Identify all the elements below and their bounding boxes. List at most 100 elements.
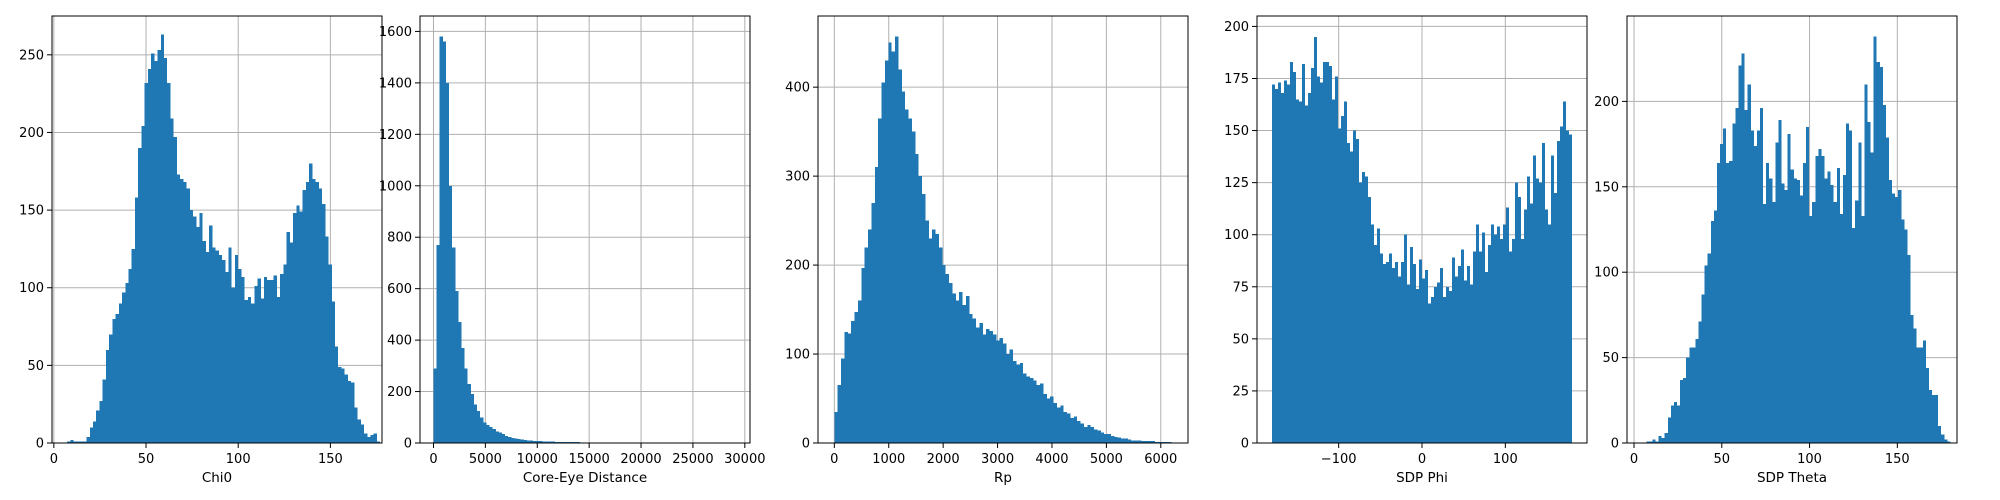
histogram-bar xyxy=(112,318,116,443)
histogram-bar xyxy=(99,401,103,443)
plot-frame-sdp-theta xyxy=(1626,15,1958,444)
histogram-bar xyxy=(1858,142,1862,443)
histogram-bar xyxy=(517,439,521,443)
histogram-bar xyxy=(1824,178,1828,443)
histogram-bar xyxy=(1673,402,1678,443)
histogram-bar xyxy=(125,283,129,443)
histogram-bar xyxy=(1455,276,1458,443)
histogram-bar xyxy=(868,229,872,443)
histogram-bar xyxy=(1941,434,1945,443)
histogram-bar xyxy=(1338,128,1341,444)
x-tick-label: 100 xyxy=(1493,452,1518,467)
histogram-bar xyxy=(1518,197,1521,443)
histogram-bar xyxy=(289,242,294,443)
y-tick-label: 50 xyxy=(1602,351,1619,366)
histogram-bar xyxy=(267,279,271,443)
histogram-bar xyxy=(96,410,100,443)
histogram-bar xyxy=(915,153,919,443)
histogram-bar xyxy=(315,182,319,443)
histogram-bar xyxy=(1413,263,1416,443)
histogram-bar xyxy=(1389,253,1392,443)
histogram-bar xyxy=(309,163,313,443)
histogram-bar xyxy=(293,213,297,443)
histogram-bar xyxy=(218,255,223,443)
x-tick-label: 5000 xyxy=(469,452,502,467)
histogram-bar xyxy=(1830,185,1834,444)
histogram-bar xyxy=(1461,249,1464,443)
y-tick-label: 100 xyxy=(1594,266,1619,281)
histogram-bar xyxy=(477,410,481,443)
histogram-bar xyxy=(338,366,342,443)
histogram-bar xyxy=(969,314,973,443)
histogram-bar xyxy=(1845,123,1850,443)
histogram-bar xyxy=(1410,247,1413,443)
histogram-bar xyxy=(1100,432,1105,443)
histogram-bar xyxy=(470,394,474,443)
histogram-bar xyxy=(1134,440,1138,443)
histogram-bar xyxy=(183,182,187,443)
histogram-bar xyxy=(1931,395,1936,443)
histogram-bar xyxy=(370,435,374,443)
histogram-bar xyxy=(1919,347,1923,443)
histogram-bar xyxy=(442,41,446,443)
histogram-bar xyxy=(1053,402,1057,443)
histogram-bar xyxy=(1551,155,1554,443)
histogram-bar xyxy=(1738,65,1742,444)
histogram-bar xyxy=(83,441,87,443)
histogram-bar xyxy=(318,188,323,443)
y-tick-label: 75 xyxy=(1232,280,1249,295)
histogram-bar xyxy=(1827,171,1831,444)
histogram-bar xyxy=(1658,436,1662,443)
histogram-bar xyxy=(480,417,484,443)
histogram-bar xyxy=(1110,435,1115,443)
histogram-bar xyxy=(433,368,437,443)
histogram-bar xyxy=(231,287,235,443)
histogram-bar xyxy=(241,276,245,443)
histogram-bar xyxy=(1707,253,1711,443)
histogram-bar xyxy=(1073,416,1078,443)
panel-core-eye-distance: Core-Eye Distance 0 5000 10000 15000 20000 25… xyxy=(379,15,765,486)
histogram-bar xyxy=(1818,149,1822,443)
histogram-bar xyxy=(186,188,190,443)
histogram-bar xyxy=(1873,36,1877,443)
histogram-bar xyxy=(1473,251,1476,443)
histogram-bar xyxy=(1809,215,1813,443)
histogram-bar xyxy=(561,441,565,443)
histogram-bar xyxy=(871,202,875,443)
histogram-bar xyxy=(1449,290,1452,443)
histogram-bar xyxy=(312,179,316,443)
histogram-bar xyxy=(1723,128,1727,443)
histogram-bar xyxy=(1144,441,1149,443)
histogram-bar xyxy=(976,327,980,443)
histogram-bar xyxy=(1772,202,1776,443)
histogram-bar xyxy=(1539,182,1542,443)
histogram-bar xyxy=(1347,143,1350,443)
histogram-bar xyxy=(1314,36,1317,443)
histogram-bar xyxy=(67,441,71,443)
histogram-bar xyxy=(141,126,145,443)
histogram-bar xyxy=(1704,265,1708,443)
bars-sdp-theta xyxy=(1646,36,1951,444)
histogram-bar xyxy=(1686,357,1690,443)
histogram-bar xyxy=(1497,226,1500,443)
histogram-bar xyxy=(1796,179,1800,443)
histogram-bar xyxy=(276,297,281,443)
histogram-bar xyxy=(901,91,906,443)
histogram-bar xyxy=(530,440,534,443)
histogram-bar xyxy=(1368,197,1371,443)
histogram-bar xyxy=(1882,104,1886,443)
histogram-bar xyxy=(1434,286,1437,443)
histogram-bar xyxy=(144,82,148,443)
histogram-bar xyxy=(1842,174,1846,443)
histogram-bar xyxy=(834,411,838,443)
histogram-bar xyxy=(105,349,110,443)
plot-frame-rp xyxy=(817,15,1189,444)
x-tick-label: 20000 xyxy=(620,452,661,467)
histogram-bar xyxy=(1569,134,1572,444)
y-tick-label: 100 xyxy=(19,281,44,296)
x-tick-label: 150 xyxy=(1885,452,1910,467)
histogram-bar xyxy=(1104,434,1108,443)
histogram-bar xyxy=(118,303,123,443)
histogram-bar xyxy=(1870,152,1874,443)
histogram-bar xyxy=(1090,426,1095,443)
